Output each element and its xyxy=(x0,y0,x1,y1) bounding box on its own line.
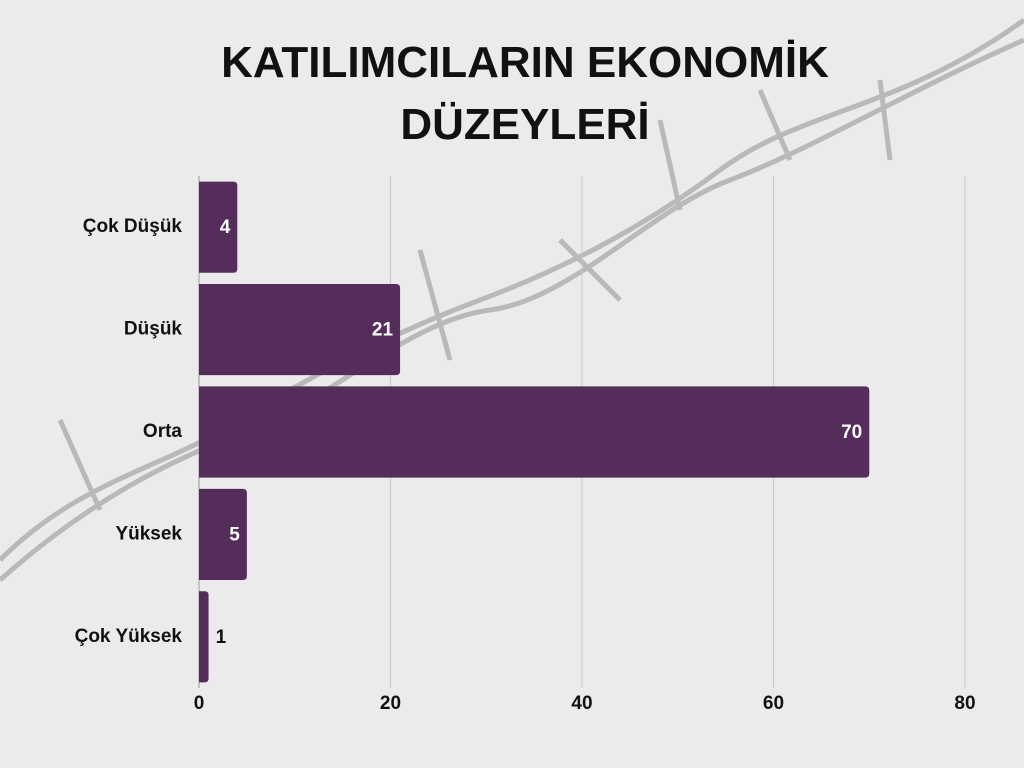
x-tick-label: 20 xyxy=(380,693,401,714)
x-tick-label: 60 xyxy=(763,693,784,714)
y-tick-label: Çok Düşük xyxy=(83,216,183,237)
y-tick-label: Yüksek xyxy=(115,523,182,544)
y-tick-label: Çok Yüksek xyxy=(75,626,183,647)
y-tick-label: Orta xyxy=(143,421,183,442)
barbed-wire-decoration xyxy=(0,17,1024,582)
value-label: 21 xyxy=(372,320,394,341)
bar xyxy=(199,488,247,580)
value-label: 1 xyxy=(216,627,227,648)
x-tick-label: 0 xyxy=(194,693,205,714)
bar xyxy=(199,284,401,376)
chart-title: KATILIMCILARIN EKONOMİK DÜZEYLERİ xyxy=(221,38,829,149)
y-tick-label: Düşük xyxy=(124,319,183,340)
bar xyxy=(199,386,870,478)
value-label: 70 xyxy=(841,422,862,443)
bar xyxy=(199,181,238,273)
bar xyxy=(199,591,209,683)
x-tick-label: 40 xyxy=(571,693,592,714)
x-tick-label: 80 xyxy=(954,693,975,714)
value-label: 5 xyxy=(229,524,240,545)
value-label: 4 xyxy=(220,217,231,238)
